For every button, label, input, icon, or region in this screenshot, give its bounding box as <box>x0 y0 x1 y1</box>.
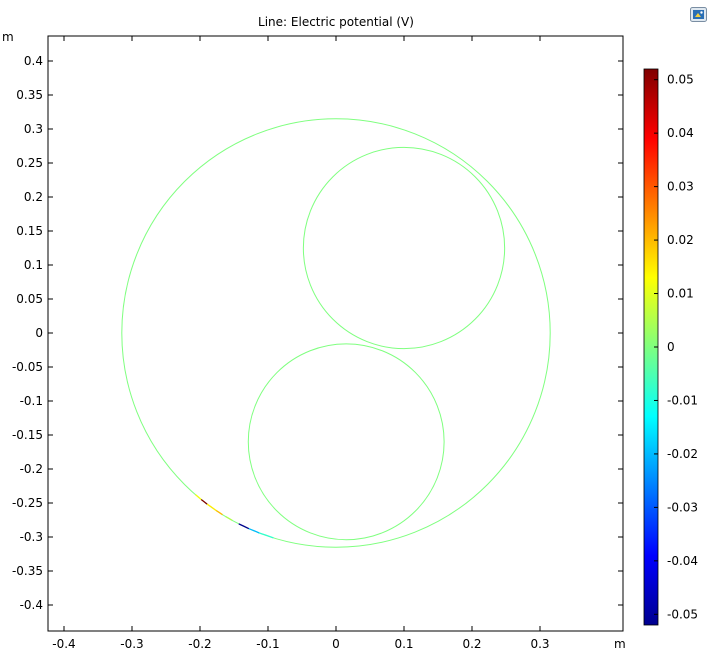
x-tick-label: 0.2 <box>462 637 481 651</box>
y-tick-label: 0.35 <box>16 88 43 102</box>
colorbar-tick-label: 0.02 <box>667 233 694 247</box>
potential-segment <box>238 523 250 530</box>
colorbar-tick-label: -0.03 <box>667 500 698 514</box>
potential-segment <box>200 498 208 505</box>
y-tick-label: 0.05 <box>16 292 43 306</box>
y-axis: 0.4 0.35 0.3 0.25 0.2 0.15 0.1 0.05 0 -0.05 -0.1 -0… <box>12 54 623 612</box>
colorbar-tick-label: 0.03 <box>667 180 694 194</box>
colorbar-tick-label: -0.02 <box>667 447 698 461</box>
y-tick-label: 0.4 <box>24 54 43 68</box>
y-tick-label: 0.3 <box>24 122 43 136</box>
y-tick-label: 0.25 <box>16 156 43 170</box>
plot-area <box>121 118 551 548</box>
y-axis-unit: m <box>2 30 14 44</box>
colorbar-tick-label: 0.01 <box>667 287 694 301</box>
colorbar-tick-label: -0.01 <box>667 393 698 407</box>
potential-segment <box>206 503 217 512</box>
y-tick-label: -0.2 <box>20 462 43 476</box>
x-tick-label: -0.4 <box>52 637 75 651</box>
lower-conductor <box>247 343 445 541</box>
y-tick-label: -0.15 <box>12 428 43 442</box>
x-tick-label: -0.2 <box>188 637 211 651</box>
x-axis-unit: m <box>614 637 626 651</box>
x-tick-label: 0.3 <box>530 637 549 651</box>
colorbar-tick-label: 0.04 <box>667 126 694 140</box>
upper-conductor <box>302 146 506 350</box>
x-axis: -0.4 -0.3 -0.2 -0.1 0 0.1 0.2 0.3 <box>52 36 550 651</box>
potential-segment <box>248 528 260 534</box>
x-tick-label: -0.1 <box>256 637 279 651</box>
potential-segment <box>225 516 233 521</box>
colorbar-tick-label: 0 <box>667 340 675 354</box>
y-tick-label: -0.4 <box>20 598 43 612</box>
y-tick-label: -0.1 <box>20 394 43 408</box>
potential-segment <box>259 532 274 539</box>
potential-segment <box>215 510 223 516</box>
image-icon[interactable] <box>690 7 707 22</box>
outer-boundary <box>121 118 551 548</box>
y-tick-label: 0 <box>35 326 43 340</box>
colorbar-tick-label: 0.05 <box>667 73 694 87</box>
x-tick-label: 0.1 <box>394 637 413 651</box>
y-tick-label: -0.35 <box>12 564 43 578</box>
y-tick-label: -0.05 <box>12 360 43 374</box>
potential-segment <box>195 494 202 500</box>
x-tick-label: -0.3 <box>120 637 143 651</box>
plot-frame <box>47 35 624 632</box>
y-tick-label: -0.3 <box>20 530 43 544</box>
y-tick-label: 0.2 <box>24 190 43 204</box>
y-tick-label: 0.1 <box>24 258 43 272</box>
y-tick-label: 0.15 <box>16 224 43 238</box>
y-tick-label: -0.25 <box>12 496 43 510</box>
colorbar-tick-label: -0.04 <box>667 554 698 568</box>
colorbar-tick-label: -0.05 <box>667 607 698 621</box>
chart-title: Line: Electric potential (V) <box>258 15 414 29</box>
colorbar-axis: 0.05 0.04 0.03 0.02 0.01 0 -0.01 -0.02 -0.03 -0.0… <box>654 73 698 621</box>
x-tick-label: 0 <box>332 637 340 651</box>
